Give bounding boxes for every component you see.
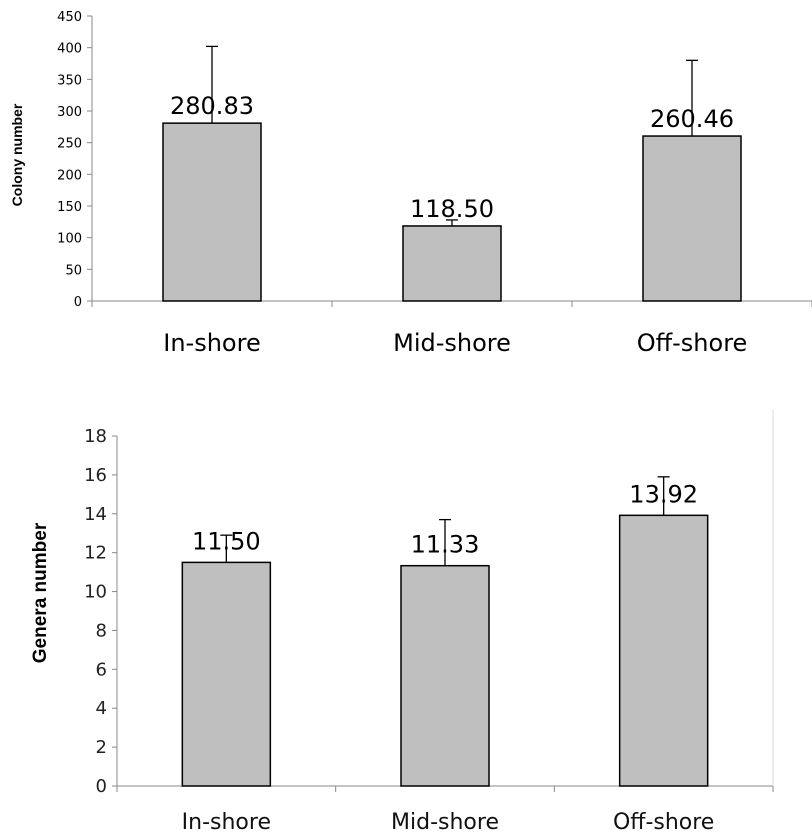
y-tick-label: 8 [96, 620, 107, 641]
y-tick-label: 250 [57, 137, 82, 152]
data-label: 11.50 [192, 527, 261, 555]
y-axis-label: Colony number [9, 103, 25, 206]
y-tick-label: 10 [84, 582, 107, 603]
bar [402, 225, 502, 302]
data-label: 280.83 [170, 92, 254, 120]
bar [618, 514, 709, 787]
x-tick-label: Mid-shore [391, 810, 499, 835]
y-tick-label: 18 [84, 426, 107, 447]
data-label: 260.46 [650, 105, 734, 133]
y-tick-label: 6 [96, 659, 107, 680]
y-tick-label: 50 [65, 263, 82, 278]
bar [162, 122, 262, 302]
x-tick-label: Off-shore [637, 329, 748, 357]
x-tick-label: In-shore [163, 329, 260, 357]
data-label: 11.33 [411, 531, 480, 559]
y-tick-label: 300 [57, 105, 82, 120]
y-tick-label: 450 [57, 10, 82, 25]
colony-number-chart: Colony number 0 50 100 150 200 250 300 350 400 45… [9, 10, 812, 357]
x-tick-label: In-shore [182, 810, 271, 835]
y-tick-label: 150 [57, 200, 82, 215]
y-tick-label: 14 [84, 504, 107, 525]
y-tick-label: 4 [96, 698, 107, 719]
data-label: 118.50 [410, 195, 494, 223]
x-tick-label: Mid-shore [393, 329, 511, 357]
bar [400, 564, 490, 787]
bar [181, 561, 272, 787]
y-tick-label: 0 [74, 295, 82, 310]
y-tick-label: 0 [96, 776, 107, 797]
genera-number-chart: Genera number 0 2 4 6 8 10 12 14 16 18 11.50 In-sho… [30, 410, 774, 835]
x-tick-label: Off-shore [613, 810, 714, 835]
data-label: 13.92 [629, 480, 698, 508]
y-tick-label: 100 [57, 232, 82, 247]
bar [642, 135, 742, 302]
y-tick-label: 350 [57, 73, 82, 88]
y-tick-label: 12 [84, 543, 107, 564]
y-tick-label: 2 [96, 737, 107, 758]
y-tick-label: 200 [57, 168, 82, 183]
y-tick-label: 16 [84, 465, 107, 486]
y-axis-label: Genera number [30, 522, 51, 663]
y-tick-label: 400 [57, 42, 82, 57]
